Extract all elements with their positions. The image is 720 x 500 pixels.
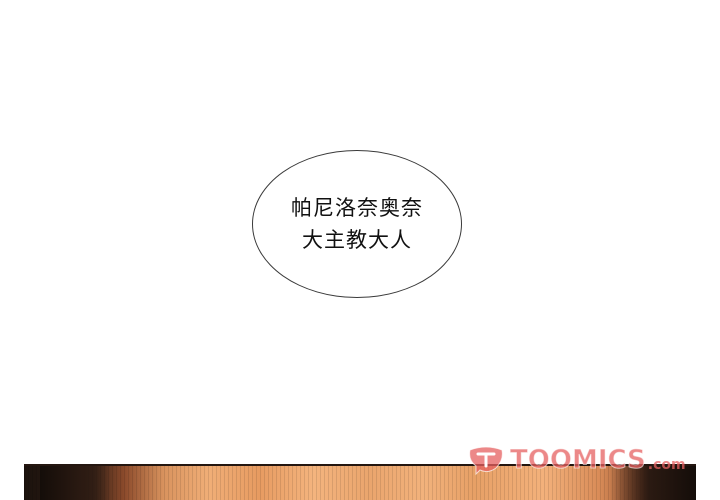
watermark-text: TOOMICS (510, 445, 647, 476)
panel-hair-right (610, 466, 696, 500)
watermark-suffix: .com (647, 457, 686, 473)
panel-hair-left (40, 466, 110, 500)
toomics-logo-icon (469, 446, 503, 476)
speech-bubble: 帕尼洛奈奥奈 大主教大人 (252, 150, 462, 298)
speech-line-1: 帕尼洛奈奥奈 (291, 196, 423, 220)
next-panel-artwork (24, 466, 696, 500)
next-panel-border (24, 464, 696, 467)
toomics-watermark: TOOMICS .com (466, 440, 696, 480)
speech-line-2: 大主教大人 (302, 228, 412, 252)
